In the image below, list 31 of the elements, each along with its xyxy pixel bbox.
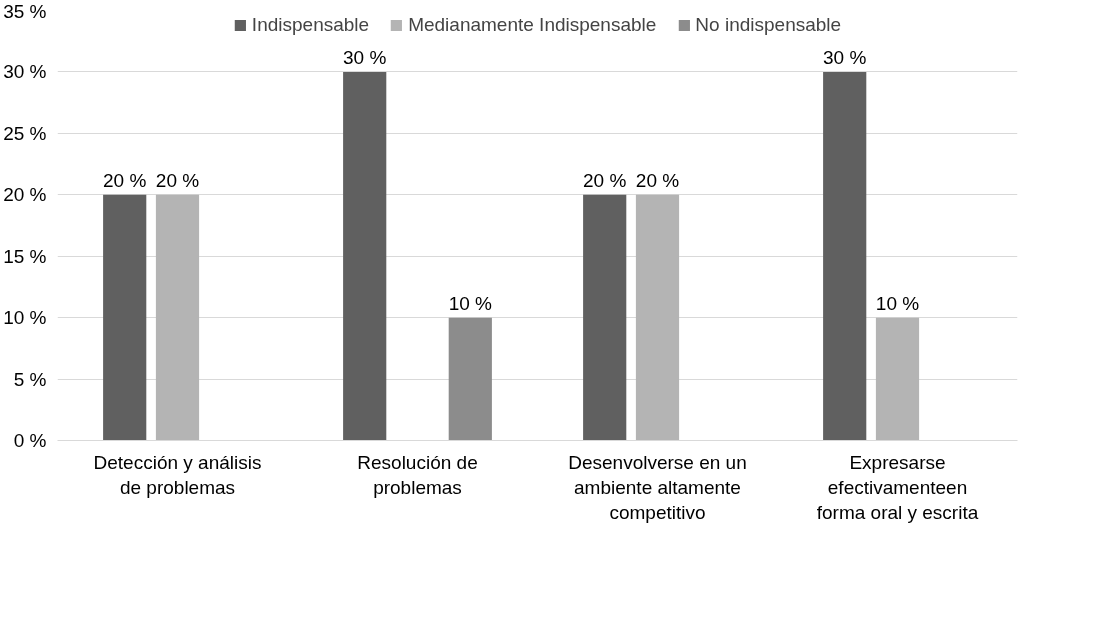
bar	[875, 317, 920, 441]
y-tick-label: 35 %	[3, 0, 47, 22]
data-label: 10 %	[875, 292, 920, 314]
x-tick-label: Expresarse efectivamenteen forma oral y escrita	[816, 451, 979, 523]
data-label: 30 %	[343, 46, 387, 68]
bar	[583, 194, 627, 441]
data-label: 20 %	[635, 169, 680, 191]
legend-label: Indispensable	[251, 14, 370, 36]
bar	[635, 194, 680, 441]
y-tick-label: 15 %	[3, 245, 47, 267]
bar	[343, 71, 387, 441]
y-tick-label: 0 %	[13, 430, 47, 451]
bar	[103, 194, 147, 441]
bar	[155, 194, 200, 441]
y-tick-label: 5 %	[13, 368, 47, 390]
data-label: 20 %	[583, 169, 627, 191]
legend-label: No indispensable	[695, 14, 842, 36]
x-tick-label: Resolución de problemas	[357, 451, 478, 498]
data-label: 20 %	[155, 169, 200, 191]
bar	[823, 71, 867, 441]
data-label: 20 %	[103, 169, 147, 191]
legend-label: Medianamente Indispensable	[408, 14, 657, 36]
x-tick-label: Detección y análisis de problemas	[93, 451, 262, 498]
y-tick-label: 10 %	[3, 307, 47, 329]
data-label: 30 %	[823, 46, 867, 68]
y-tick-label: 20 %	[3, 184, 47, 206]
y-tick-label: 30 %	[3, 61, 47, 83]
data-label: 10 %	[448, 292, 493, 314]
bar	[448, 317, 492, 441]
y-tick-label: 25 %	[3, 122, 47, 144]
x-tick-label: Desenvolverse en un ambiente altamente competitivo	[568, 451, 747, 523]
